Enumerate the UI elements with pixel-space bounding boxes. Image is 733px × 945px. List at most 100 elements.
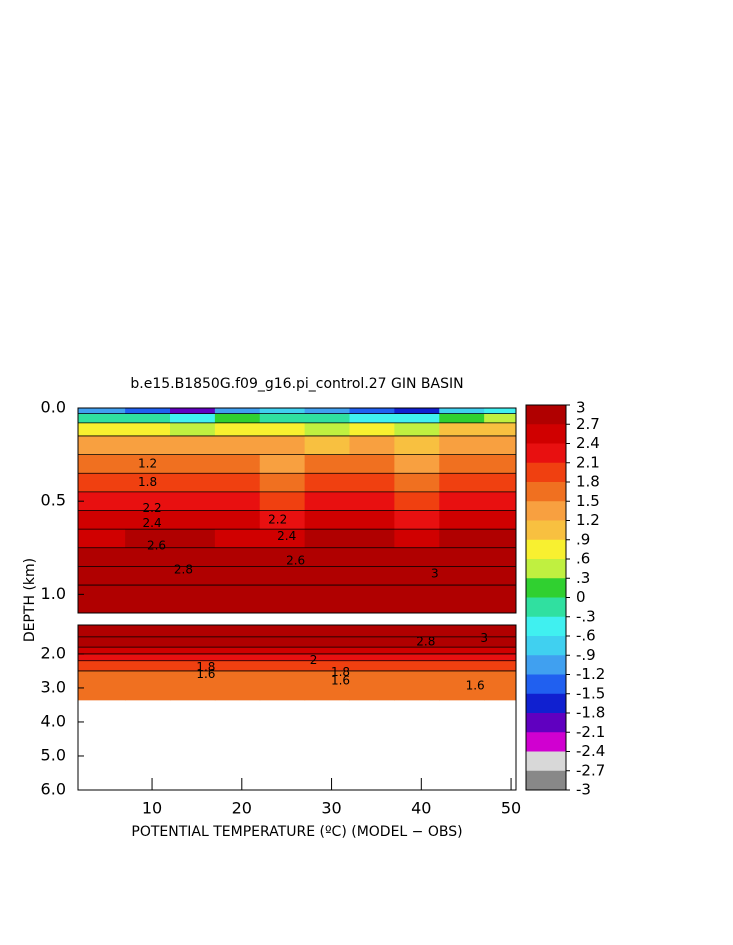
- field-cell: [394, 491, 440, 511]
- colorbar-label: 1.8: [576, 473, 600, 491]
- field-cell: [169, 625, 216, 638]
- field-cell: [78, 413, 126, 424]
- contour-label: 1.8: [331, 665, 350, 679]
- field-cell: [439, 547, 485, 567]
- contour-label: 3: [431, 566, 439, 580]
- field-cell: [125, 660, 171, 672]
- field-cell: [439, 473, 485, 493]
- colorbar-band: [526, 405, 566, 425]
- field-cell: [484, 660, 517, 672]
- field-cell: [169, 566, 216, 586]
- colorbar-label: .6: [576, 550, 590, 568]
- field-cell: [304, 491, 351, 511]
- field-cell: [394, 636, 440, 648]
- field-cell: [125, 625, 171, 638]
- field-cell: [125, 435, 171, 456]
- field-cell: [259, 670, 306, 701]
- colorbar-label: -.9: [576, 646, 596, 664]
- field-cell: [78, 408, 126, 415]
- x-axis-label: POTENTIAL TEMPERATURE (ºC) (MODEL − OBS): [131, 824, 462, 840]
- field-cell: [78, 585, 126, 614]
- colorbar-label: 0: [576, 588, 586, 606]
- field-cell: [349, 473, 395, 493]
- colorbar-band: [526, 559, 566, 579]
- colorbar-label: 2.1: [576, 453, 600, 471]
- contour-label: 1.8: [138, 475, 157, 489]
- colorbar-band: [526, 578, 566, 598]
- field-cell: [125, 510, 171, 530]
- contour-label: 2.2: [268, 512, 287, 526]
- field-cell: [394, 653, 440, 662]
- colorbar-band: [526, 462, 566, 483]
- field-cell: [439, 670, 485, 701]
- field-cell: [304, 413, 351, 424]
- field-cell: [349, 625, 395, 638]
- field-cell: [259, 408, 306, 415]
- field-cell: [214, 510, 261, 530]
- colorbar-label: -2.1: [576, 723, 605, 741]
- field-cell: [259, 585, 306, 614]
- field-cell: [394, 625, 440, 638]
- field-cell: [125, 454, 171, 474]
- field-cell: [349, 647, 395, 655]
- contour-label: 1.2: [138, 456, 157, 470]
- field-cell: [78, 653, 126, 662]
- field-cell: [214, 408, 261, 415]
- field-cell: [394, 529, 440, 549]
- field-cell: [349, 547, 395, 567]
- field-cell: [259, 435, 306, 456]
- field-cell: [394, 566, 440, 586]
- y-tick-label: 2.0: [41, 643, 66, 662]
- field-cell: [304, 510, 351, 530]
- field-cell: [349, 636, 395, 648]
- x-tick-label: 10: [142, 799, 162, 818]
- field-cell: [125, 422, 171, 437]
- field-cell: [125, 636, 171, 648]
- field-cell: [125, 529, 171, 549]
- y-axis-label: DEPTH (km): [22, 558, 38, 642]
- field-cell: [259, 454, 306, 474]
- contour-label: 3: [480, 631, 488, 645]
- field-cell: [349, 660, 395, 672]
- contour-label: 1.8: [196, 660, 215, 674]
- field-cell: [484, 625, 517, 638]
- field-cell: [304, 647, 351, 655]
- colorbar-label: 1.5: [576, 492, 600, 510]
- colorbar-band: [526, 616, 566, 637]
- field-cell: [259, 647, 306, 655]
- contour-label: 2: [310, 653, 318, 667]
- colorbar-band: [526, 597, 566, 618]
- field-cell: [78, 670, 126, 701]
- x-tick-label: 50: [501, 799, 521, 818]
- colorbar-band: [526, 770, 566, 791]
- chart-title: b.e15.B1850G.f09_g16.pi_control.27 GIN B…: [130, 376, 463, 392]
- field-cell: [78, 547, 126, 567]
- field-cell: [78, 529, 126, 549]
- field-cell: [169, 510, 216, 530]
- field-cell: [259, 547, 306, 567]
- y-tick-label: 5.0: [41, 745, 66, 764]
- contour-label: 2.8: [416, 635, 435, 649]
- field-cell: [484, 435, 517, 456]
- field-cell: [78, 510, 126, 530]
- field-cell: [304, 585, 351, 614]
- colorbar-label: -2.7: [576, 761, 605, 779]
- contour-label: 1.6: [466, 679, 485, 693]
- field-cell: [304, 636, 351, 648]
- colorbar-band: [526, 732, 566, 752]
- field-cell: [484, 473, 517, 493]
- colorbar-label: .9: [576, 530, 590, 548]
- field-cell: [169, 413, 216, 424]
- field-cell: [394, 647, 440, 655]
- x-tick-label: 30: [321, 799, 341, 818]
- contour-label: 2.6: [286, 553, 305, 567]
- field-cell: [394, 454, 440, 474]
- field-cell: [394, 422, 440, 437]
- field-cell: [169, 585, 216, 614]
- field-cell: [125, 473, 171, 493]
- field-cell: [439, 653, 485, 662]
- panel-frame: [77, 624, 517, 791]
- field-cell: [484, 413, 517, 424]
- contour-label: 2.6: [147, 538, 166, 552]
- field-cell: [125, 547, 171, 567]
